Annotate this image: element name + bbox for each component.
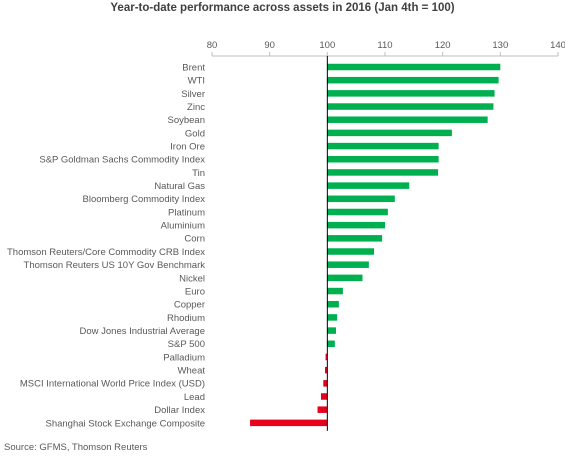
- x-tick-label: 120: [435, 40, 451, 51]
- bar: [327, 116, 488, 123]
- bars: [250, 63, 501, 427]
- bar: [325, 353, 328, 361]
- category-label: Euro: [185, 286, 205, 297]
- bar: [327, 248, 375, 255]
- category-label: Dow Jones Industrial Average: [79, 326, 205, 337]
- bar: [327, 274, 363, 282]
- bar: [327, 340, 335, 348]
- category-label: Rhodium: [167, 313, 205, 324]
- category-label: Gold: [185, 128, 205, 139]
- category-label: Iron Ore: [170, 141, 205, 152]
- bar: [327, 208, 388, 216]
- category-label: Zinc: [187, 102, 205, 113]
- category-label: S&P 500: [168, 339, 205, 350]
- category-label: Thomson Reuters US 10Y Gov Benchmark: [24, 260, 206, 271]
- x-tick-label: 110: [377, 40, 392, 51]
- bar: [327, 142, 439, 150]
- category-label: Soybean: [167, 115, 205, 126]
- x-tick-label: 140: [550, 40, 565, 51]
- bar: [327, 129, 452, 137]
- bar: [323, 380, 328, 387]
- bar: [327, 261, 369, 268]
- category-label: Thomson Reuters/Core Commodity CRB Index: [7, 247, 205, 258]
- category-label: WTI: [188, 76, 205, 87]
- bar: [320, 393, 328, 400]
- x-tick-label: 90: [264, 40, 275, 51]
- category-label: Tin: [192, 168, 205, 179]
- bar: [327, 221, 385, 229]
- category-label: S&P Goldman Sachs Commodity Index: [39, 155, 205, 166]
- bar: [317, 406, 328, 413]
- bar: [327, 76, 499, 84]
- bar: [327, 103, 494, 110]
- bar: [325, 366, 328, 374]
- x-tick-label: 80: [207, 40, 218, 51]
- bar: [327, 90, 495, 97]
- bar: [327, 156, 439, 163]
- bar: [327, 235, 383, 242]
- bar: [327, 300, 339, 308]
- category-label: Corn: [184, 234, 205, 245]
- category-label: Palladium: [163, 352, 205, 363]
- category-label: Nickel: [179, 273, 205, 284]
- category-label: Lead: [184, 392, 205, 403]
- category-label: Shanghai Stock Exchange Composite: [46, 418, 206, 429]
- x-tick-label: 100: [319, 40, 335, 51]
- category-labels: Brent WTI Silver Zinc Soybean Gold Iron Ore S&P…: [7, 62, 205, 429]
- category-label: Copper: [174, 300, 205, 311]
- category-label: Dollar Index: [154, 405, 205, 416]
- bar: [327, 195, 395, 203]
- x-tick-label: 130: [492, 40, 508, 51]
- bar: [250, 419, 328, 427]
- chart-title: Year-to-date performance across assets i…: [110, 2, 455, 14]
- bar: [327, 327, 336, 334]
- category-label: Natural Gas: [154, 181, 205, 192]
- category-label: Platinum: [168, 207, 205, 218]
- category-label: Silver: [181, 89, 205, 100]
- bar: [327, 63, 501, 71]
- category-label: Brent: [182, 62, 205, 73]
- category-label: Wheat: [178, 366, 206, 377]
- bar: [327, 182, 410, 189]
- bar: [327, 169, 439, 176]
- bar: [327, 287, 343, 295]
- x-axis-ticks: 80 90 100 110 120 130 140: [207, 40, 565, 56]
- category-label: MSCI International World Price Index (US…: [20, 379, 205, 390]
- bar: [327, 314, 338, 321]
- source-note: Source: GFMS, Thomson Reuters: [4, 442, 148, 453]
- category-label: Aluminium: [161, 221, 205, 232]
- category-label: Bloomberg Commodity Index: [83, 194, 206, 205]
